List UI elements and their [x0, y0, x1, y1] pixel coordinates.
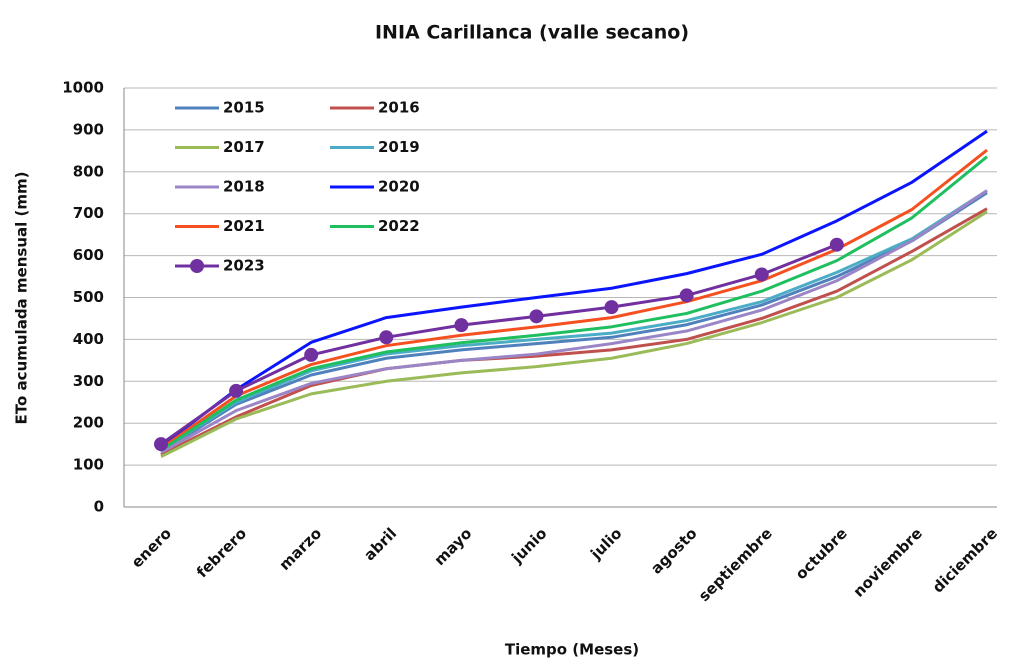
- data-point: [529, 309, 544, 324]
- data-point: [154, 437, 168, 452]
- y-tick-label: 800: [73, 162, 104, 180]
- series-line: [160, 191, 988, 453]
- y-tick-label: 100: [73, 456, 104, 474]
- series-line: [160, 189, 988, 454]
- x-tick-label: agosto: [647, 524, 700, 577]
- series-line: [160, 155, 988, 452]
- x-tick-label: febrero: [193, 524, 250, 581]
- chart-title: INIA Carillanca (valle secano): [375, 22, 689, 44]
- data-point: [379, 330, 394, 345]
- legend-label: 2023: [223, 257, 265, 275]
- y-tick-label: 400: [73, 330, 104, 348]
- y-tick-label: 900: [73, 120, 104, 138]
- data-point: [229, 383, 244, 398]
- x-tick-label: septiembre: [695, 524, 776, 605]
- legend-label: 2017: [223, 138, 265, 156]
- x-axis-label: Tiempo (Meses): [505, 641, 639, 659]
- x-tick-label: diciembre: [929, 524, 1001, 596]
- legend-marker: [190, 259, 204, 273]
- series-line: [160, 210, 988, 459]
- y-tick-label: 0: [94, 498, 104, 516]
- x-tick-label: marzo: [276, 524, 326, 574]
- series-line: [160, 207, 988, 456]
- series-line: [160, 129, 988, 448]
- series-line: [160, 148, 988, 450]
- x-tick-label: mayo: [431, 524, 476, 569]
- data-point: [604, 300, 619, 315]
- data-point: [679, 288, 694, 303]
- y-tick-label: 1000: [62, 79, 104, 97]
- y-tick-label: 200: [73, 414, 104, 432]
- y-tick-label: 600: [73, 246, 104, 264]
- data-point: [829, 237, 844, 252]
- legend-label: 2016: [378, 99, 420, 117]
- y-axis-label: ETo acumulada mensual (mm): [13, 172, 31, 425]
- y-tick-label: 300: [73, 372, 104, 390]
- data-point: [454, 318, 469, 333]
- legend-label: 2021: [223, 217, 265, 235]
- y-tick-label: 700: [73, 204, 104, 222]
- legend-label: 2019: [378, 138, 420, 156]
- x-tick-label: noviembre: [850, 524, 926, 600]
- x-tick-label: enero: [128, 524, 175, 571]
- legend-label: 2020: [378, 178, 420, 196]
- x-tick-label: julio: [586, 524, 625, 563]
- legend-label: 2018: [223, 178, 265, 196]
- legend-label: 2015: [223, 99, 265, 117]
- data-point: [754, 267, 769, 282]
- series-line: [160, 189, 988, 452]
- y-tick-label: 500: [73, 288, 104, 306]
- x-tick-label: octubre: [792, 524, 851, 583]
- x-tick-label: junio: [507, 524, 550, 567]
- legend-label: 2022: [378, 217, 420, 235]
- x-tick-label: abril: [360, 524, 400, 564]
- series-line: [160, 243, 838, 446]
- data-point: [304, 347, 319, 362]
